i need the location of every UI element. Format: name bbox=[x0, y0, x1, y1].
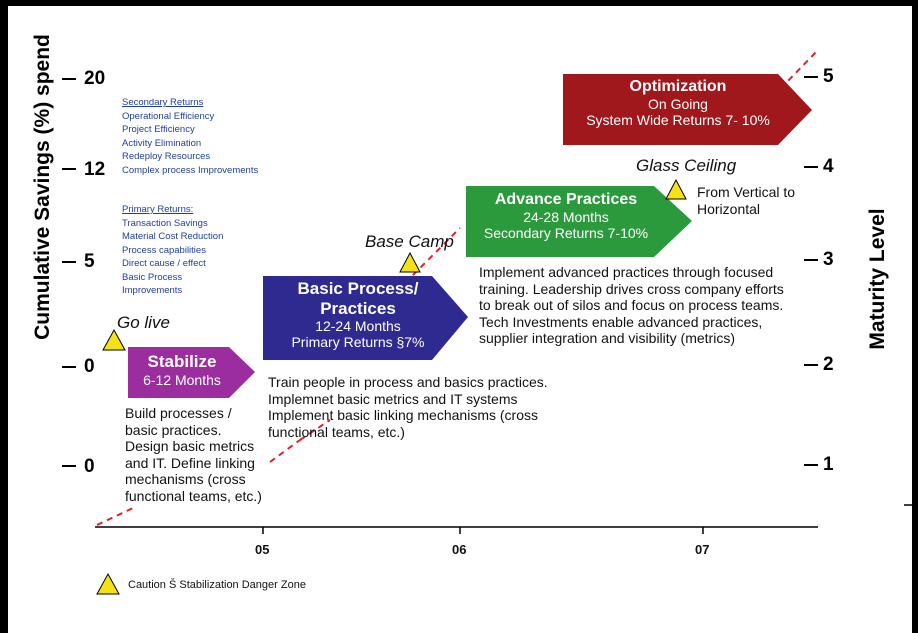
description-line: basic practices. bbox=[125, 421, 222, 438]
right-axis-title: Maturity Level bbox=[866, 208, 889, 350]
list-item: Transaction Savings bbox=[122, 217, 208, 229]
advance-title: Advance Practices bbox=[494, 191, 638, 208]
list-item: Project Efficiency bbox=[122, 124, 195, 135]
list-item: Complex process Improvements bbox=[122, 164, 259, 176]
from-vertical-line-2: Horizontal bbox=[697, 201, 761, 217]
x-tick-label-06: 06 bbox=[452, 542, 467, 557]
glass-ceiling-triangle bbox=[665, 178, 687, 200]
go-live-triangle bbox=[102, 328, 126, 351]
from-vertical-label: From Vertical to Horizontal bbox=[697, 184, 795, 218]
right-tick-1: 1 bbox=[823, 454, 834, 475]
list-item: Process capabilities bbox=[122, 244, 206, 256]
left-tick-0a: 0 bbox=[84, 356, 95, 377]
stabilize-description: Build processes / basic practices. Desig… bbox=[125, 405, 262, 504]
advance-duration: 24-28 Months bbox=[523, 209, 609, 226]
description-line: Train people in process and basics pract… bbox=[268, 374, 548, 390]
description-line: Implement advanced practices through foc… bbox=[479, 264, 774, 280]
list-item: Material Cost Reduction bbox=[122, 231, 224, 242]
left-axis-title: Cumulative Savings (%) spend bbox=[31, 34, 54, 340]
list-item: Improvements bbox=[122, 285, 183, 296]
x-tick-label-07: 07 bbox=[695, 542, 710, 557]
description-line: to break out of silos and focus on proce… bbox=[479, 297, 784, 313]
base-camp-triangle bbox=[399, 251, 421, 273]
left-tick-20: 20 bbox=[84, 68, 106, 89]
secondary-returns-heading: Secondary Returns bbox=[122, 97, 204, 108]
left-tick-12: 12 bbox=[84, 159, 106, 180]
primary-returns-heading: Primary Returns: bbox=[122, 204, 194, 215]
description-line: training. Leadership drives cross compan… bbox=[479, 280, 784, 297]
right-tick-4: 4 bbox=[823, 156, 834, 177]
right-axis-dashes bbox=[804, 76, 818, 466]
glass-ceiling-label: Glass Ceiling bbox=[636, 156, 737, 175]
left-tick-0b: 0 bbox=[84, 456, 95, 477]
left-axis-dashes bbox=[62, 78, 76, 467]
optimization-title: Optimization bbox=[629, 78, 727, 95]
primary-returns-list: Primary Returns: Transaction Savings Mat… bbox=[122, 203, 223, 298]
description-line: functional teams, etc.) bbox=[268, 423, 405, 440]
stabilize-duration: 6-12 Months bbox=[143, 371, 221, 388]
go-live-label: Go live bbox=[117, 313, 170, 332]
description-line: supplier integration and visibility (met… bbox=[479, 330, 735, 346]
advance-practices-text: Advance Practices 24-28 Months Secondary… bbox=[466, 191, 666, 242]
list-item: Activity Elimination bbox=[122, 137, 202, 149]
description-line: Implement basic linking mechanisms (cros… bbox=[268, 407, 538, 423]
stabilize-title: Stabilize bbox=[147, 352, 217, 371]
list-item: Direct cause / effect bbox=[122, 258, 206, 269]
description-line: Implemnet basic metrics and IT systems bbox=[268, 390, 518, 407]
right-tick-5: 5 bbox=[823, 66, 834, 87]
description-line: functional teams, etc.) bbox=[125, 487, 262, 504]
from-vertical-line-1: From Vertical to bbox=[697, 184, 796, 200]
advance-returns: Secondary Returns 7-10% bbox=[483, 225, 649, 242]
list-item: Redeploy Resources bbox=[122, 151, 211, 162]
basic-duration: 12-24 Months bbox=[315, 318, 401, 335]
description-line: Design basic metrics bbox=[125, 438, 255, 454]
basic-title-line-2: Practices bbox=[320, 298, 396, 318]
description-line: Tech Investments enable advanced practic… bbox=[479, 313, 763, 330]
basic-practices-arrow bbox=[263, 276, 468, 360]
optimization-duration: On Going bbox=[648, 96, 708, 113]
list-item: Basic Process bbox=[122, 271, 183, 283]
list-item: Operational Efficiency bbox=[122, 110, 215, 122]
description-line: mechanisms (cross bbox=[125, 471, 246, 487]
legend-triangle bbox=[96, 572, 120, 595]
caution-legend-text: Caution Š Stabilization Danger Zone bbox=[128, 579, 306, 591]
right-tick-3: 3 bbox=[823, 249, 834, 270]
description-line: and IT. Define linking bbox=[125, 454, 255, 471]
basic-practices-description: Train people in process and basics pract… bbox=[268, 374, 548, 440]
secondary-returns-list: Secondary Returns Operational Efficiency… bbox=[122, 96, 258, 177]
optimization-arrow bbox=[563, 74, 812, 145]
optimization-returns: System Wide Returns 7- 10% bbox=[586, 112, 770, 129]
right-tick-2: 2 bbox=[823, 354, 834, 375]
caution-triangles bbox=[96, 178, 687, 595]
x-tick-label-05: 05 bbox=[255, 542, 270, 557]
base-camp-label: Base Camp bbox=[365, 232, 454, 251]
basic-returns: Primary Returns §7% bbox=[291, 334, 425, 351]
basic-practices-text: Basic Process/ Practices 12-24 Months Pr… bbox=[263, 279, 453, 350]
advance-practices-description: Implement advanced practices through foc… bbox=[479, 264, 784, 347]
optimization-text: Optimization On Going System Wide Return… bbox=[563, 78, 793, 129]
left-tick-5: 5 bbox=[84, 251, 95, 272]
stabilize-text: Stabilize 6-12 Months bbox=[128, 352, 236, 388]
description-line: Build processes / bbox=[125, 405, 232, 421]
basic-title-line-1: Basic Process/ bbox=[297, 279, 419, 298]
stabilize-arrow bbox=[128, 347, 255, 398]
advance-practices-arrow bbox=[466, 186, 692, 257]
